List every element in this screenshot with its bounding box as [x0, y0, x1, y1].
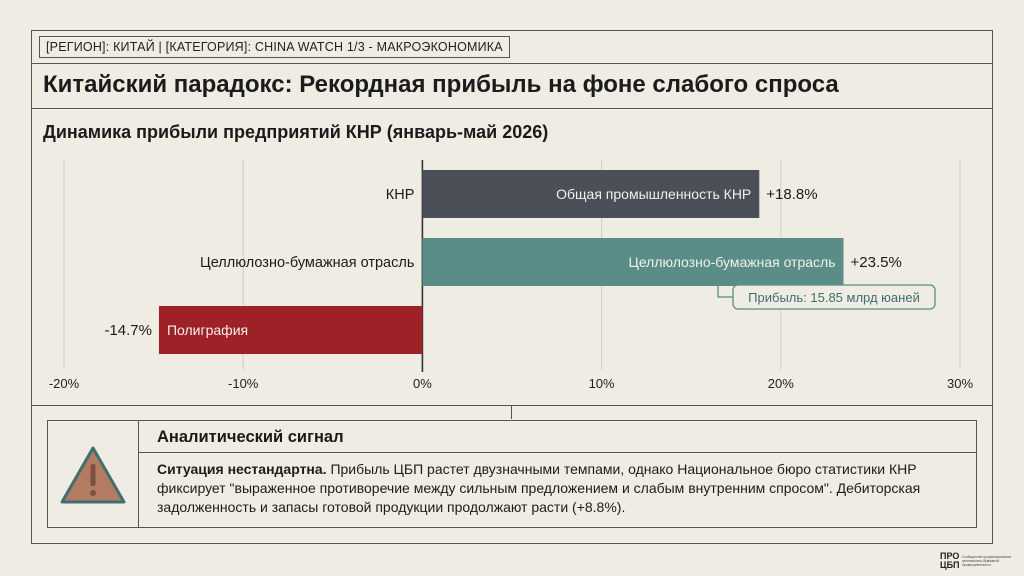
value-label: -14.7%	[104, 322, 152, 339]
panel-body: Прибыль ЦБП растет двузначными темпами, …	[157, 461, 921, 515]
logo: ПРО ЦБП Сообщество профессионалов целлюл…	[940, 552, 1020, 572]
annotation-connector	[717, 285, 733, 298]
slide-frame	[31, 30, 993, 544]
signal-panel	[47, 420, 977, 528]
value-label: +18.8%	[766, 186, 817, 203]
x-tick-label: -20%	[49, 376, 80, 391]
annotation-box	[732, 284, 936, 310]
bar-label: Общая промышленность КНР	[556, 186, 751, 202]
annotation-text: Прибыль: 15.85 млрд юаней	[748, 290, 920, 305]
signal-icon-box	[47, 420, 139, 528]
bar-label: Полиграфия	[167, 322, 248, 338]
category-label: КНР	[386, 187, 415, 203]
category-tag: [РЕГИОН]: КИТАЙ | [КАТЕГОРИЯ]: CHINA WAT…	[39, 36, 510, 58]
bar-label: Целлюлозно-бумажная отрасль	[629, 254, 836, 270]
x-tick-label: 30%	[947, 376, 973, 391]
x-tick-label: -10%	[228, 376, 259, 391]
bar	[422, 170, 760, 218]
divider-notch	[511, 405, 512, 419]
x-tick-label: 20%	[768, 376, 794, 391]
value-label: +23.5%	[851, 254, 902, 271]
page-title: Китайский парадокс: Рекордная прибыль на…	[43, 71, 839, 98]
bar	[422, 238, 844, 286]
warning-icon	[60, 446, 126, 504]
panel-lead: Ситуация нестандартна.	[157, 461, 327, 477]
logo-caption: Сообщество профессионалов целлюлозно-бум…	[962, 555, 1012, 567]
x-tick-label: 0%	[413, 376, 432, 391]
section-divider	[31, 405, 993, 406]
panel-header-divider	[139, 452, 977, 453]
logo-mark: ПРО ЦБП	[940, 551, 960, 570]
x-tick-label: 10%	[589, 376, 615, 391]
panel-text: Ситуация нестандартна. Прибыль ЦБП расте…	[157, 460, 967, 517]
category-label: Целлюлозно-бумажная отрасль	[200, 255, 414, 271]
panel-title: Аналитический сигнал	[157, 428, 344, 446]
bar	[158, 306, 423, 354]
chart-title: Динамика прибыли предприятий КНР (январь…	[43, 122, 549, 142]
title-bar	[31, 63, 993, 109]
